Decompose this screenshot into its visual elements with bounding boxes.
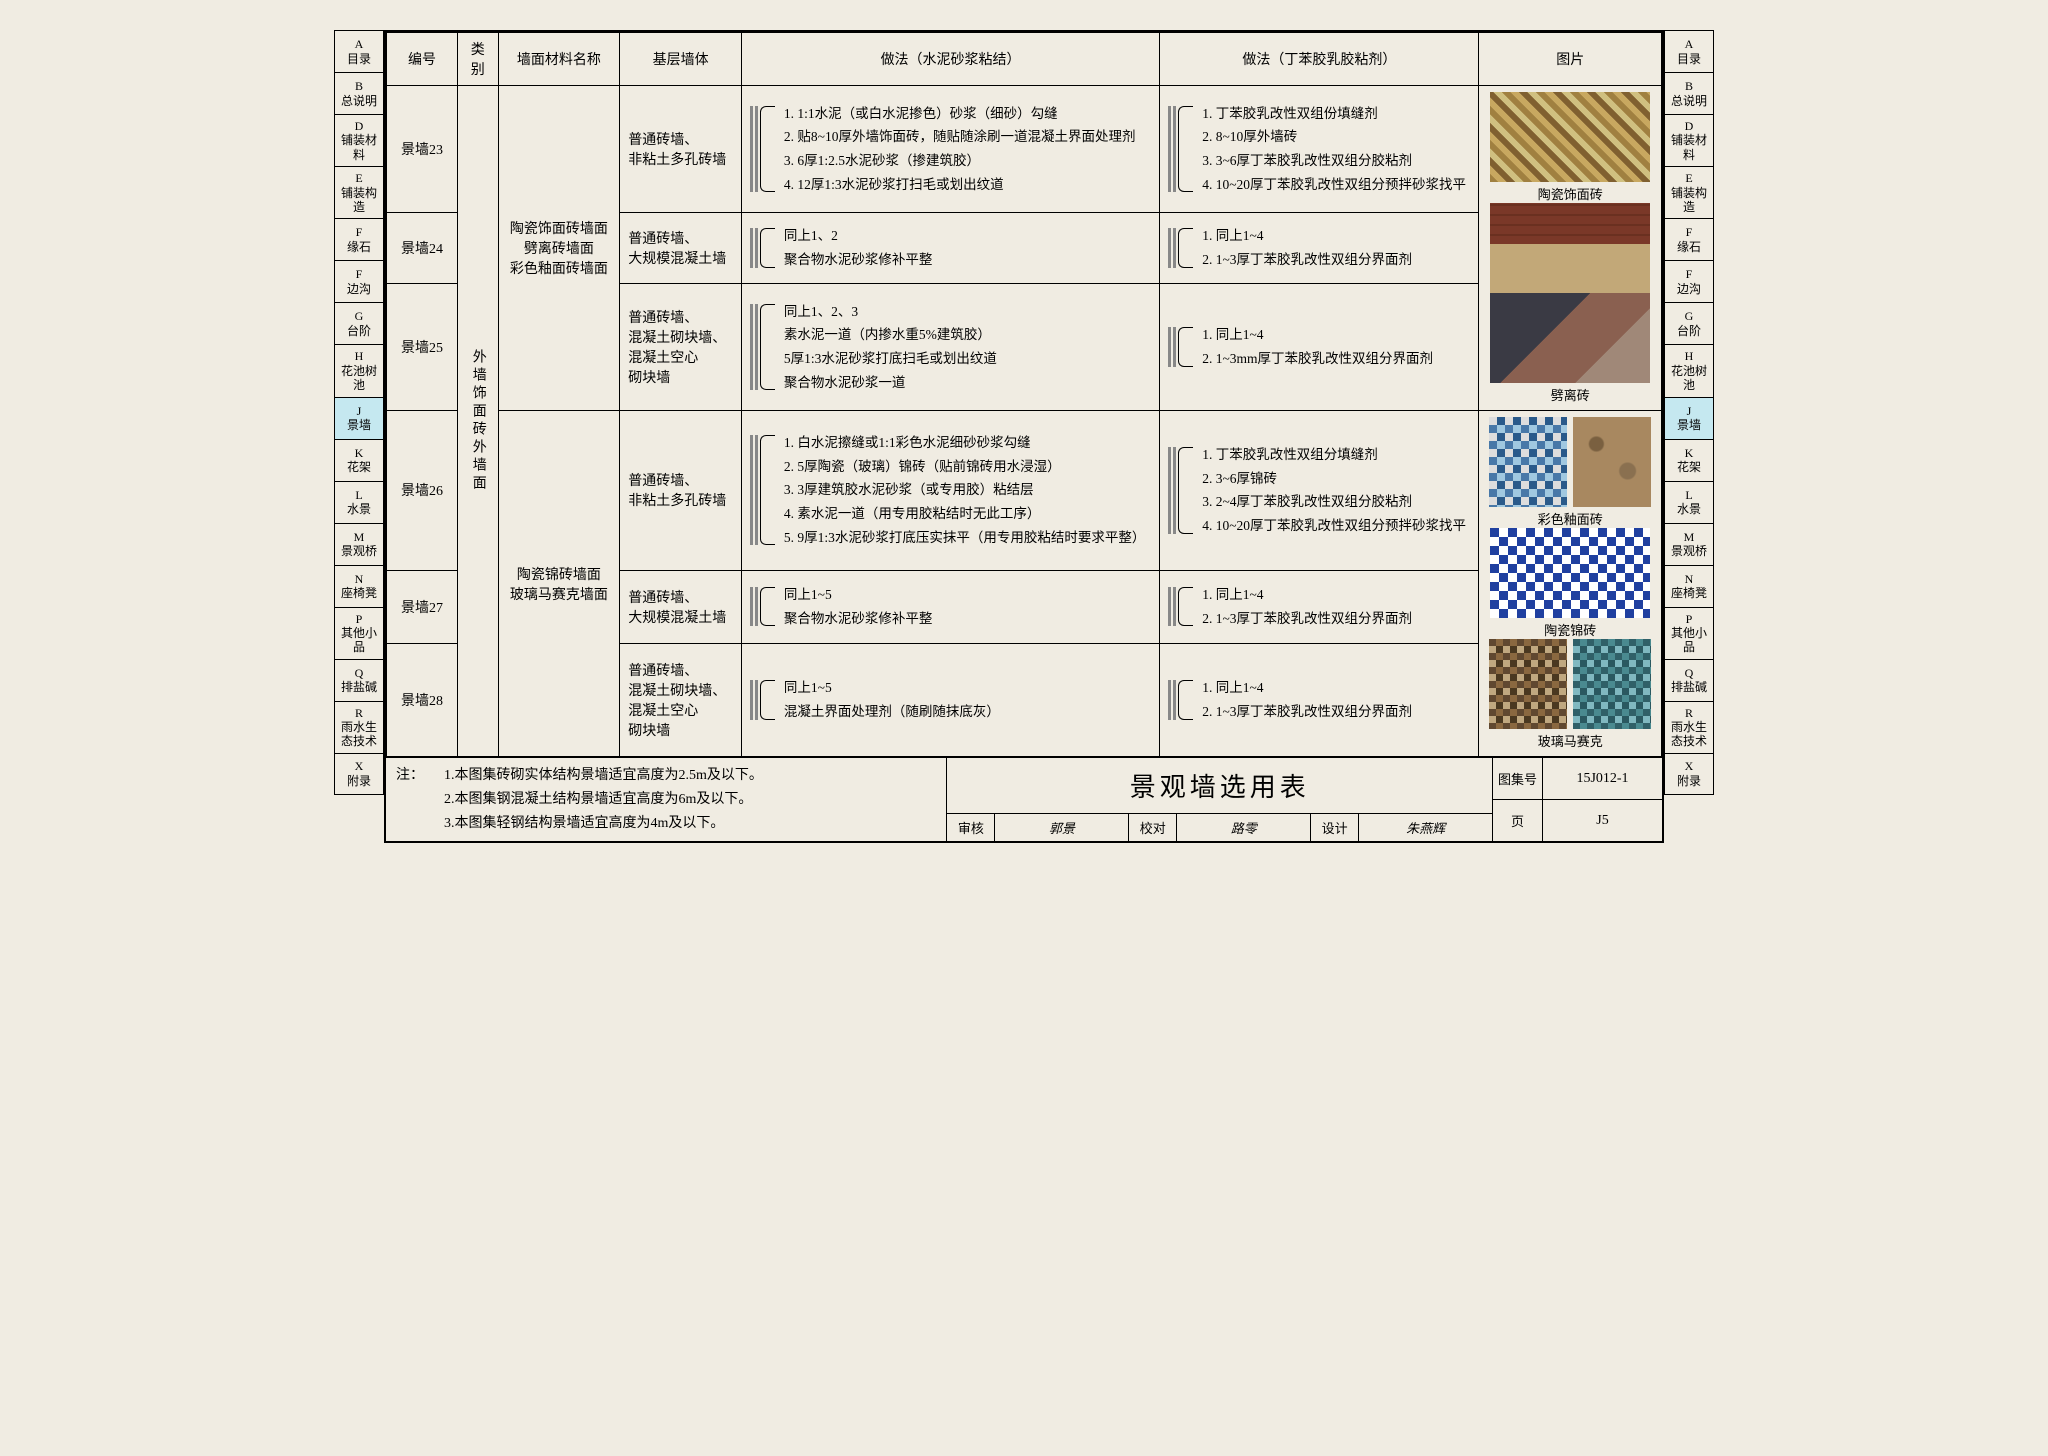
thumb-mosaic [1489, 417, 1567, 507]
col-img: 图片 [1479, 33, 1662, 86]
thumb-glass [1489, 639, 1567, 729]
material-group: 陶瓷饰面砖墙面 劈离砖墙面 彩色釉面砖墙面 [498, 86, 620, 411]
nav-item[interactable]: M景观桥 [1664, 523, 1714, 565]
bracket-icon [1168, 676, 1196, 723]
bracket-icon [750, 224, 778, 271]
thumb-split [1490, 203, 1650, 293]
nav-item[interactable]: H花池树池 [1664, 344, 1714, 396]
bracket-icon [1168, 443, 1196, 538]
nav-item[interactable]: X附录 [334, 753, 384, 795]
col-cat: 类别 [457, 33, 498, 86]
nav-item[interactable]: A目录 [334, 30, 384, 72]
table-row: 景墙23 外墙饰面砖外墙面 陶瓷饰面砖墙面 劈离砖墙面 彩色釉面砖墙面 普通砖墙… [387, 86, 1662, 213]
thumb-stone [1573, 417, 1651, 507]
nav-item[interactable]: H花池树池 [334, 344, 384, 396]
bracket-icon [1168, 583, 1196, 630]
col-m2: 做法（丁苯胶乳胶粘剂） [1160, 33, 1479, 86]
nav-item[interactable]: Q排盐碱 [1664, 659, 1714, 701]
nav-item[interactable]: J景墙 [1664, 397, 1714, 439]
nav-item[interactable]: A目录 [1664, 30, 1714, 72]
bracket-icon [750, 583, 778, 630]
bracket-icon [750, 102, 778, 197]
nav-item[interactable]: L水景 [334, 481, 384, 523]
nav-item[interactable]: F缘石 [334, 218, 384, 260]
sheet-title: 景观墙选用表 [947, 758, 1492, 814]
bracket-icon [1168, 102, 1196, 197]
table-row: 景墙26 陶瓷锦砖墙面 玻璃马赛克墙面 普通砖墙、 非粘土多孔砖墙 1. 白水泥… [387, 411, 1662, 571]
nav-item[interactable]: F边沟 [334, 260, 384, 302]
nav-right: A目录B总说明D铺装材料E铺装构造F缘石F边沟G台阶H花池树池J景墙K花架L水景… [1664, 30, 1714, 843]
nav-item[interactable]: P其他小品 [1664, 607, 1714, 659]
col-base: 基层墙体 [620, 33, 742, 86]
nav-item[interactable]: F缘石 [1664, 218, 1714, 260]
bracket-icon [750, 431, 778, 549]
nav-item[interactable]: N座椅凳 [334, 565, 384, 607]
thumb-tile [1490, 92, 1650, 182]
nav-item[interactable]: K花架 [334, 439, 384, 481]
nav-item[interactable]: N座椅凳 [1664, 565, 1714, 607]
nav-item[interactable]: R雨水生态技术 [1664, 701, 1714, 753]
main-panel: 编号 类别 墙面材料名称 基层墙体 做法（水泥砂浆粘结） 做法（丁苯胶乳胶粘剂）… [384, 30, 1664, 843]
spec-table: 编号 类别 墙面材料名称 基层墙体 做法（水泥砂浆粘结） 做法（丁苯胶乳胶粘剂）… [386, 32, 1662, 757]
nav-item[interactable]: R雨水生态技术 [334, 701, 384, 753]
nav-item[interactable]: L水景 [1664, 481, 1714, 523]
nav-item[interactable]: P其他小品 [334, 607, 384, 659]
nav-left: A目录B总说明D铺装材料E铺装构造F缘石F边沟G台阶H花池树池J景墙K花架L水景… [334, 30, 384, 843]
nav-item[interactable]: M景观桥 [334, 523, 384, 565]
col-id: 编号 [387, 33, 458, 86]
nav-item[interactable]: E铺装构造 [1664, 166, 1714, 218]
nav-item[interactable]: J景墙 [334, 397, 384, 439]
nav-item[interactable]: G台阶 [334, 302, 384, 344]
notes: 注：1.本图集砖砌实体结构景墙适宜高度为2.5m及以下。 2.本图集钢混凝土结构… [386, 758, 947, 841]
nav-item[interactable]: B总说明 [334, 72, 384, 114]
bracket-icon [1168, 323, 1196, 370]
nav-item[interactable]: Q排盐碱 [334, 659, 384, 701]
sheet-page: J5 [1543, 800, 1662, 841]
thumb-glass [1573, 639, 1651, 729]
nav-item[interactable]: B总说明 [1664, 72, 1714, 114]
col-mat: 墙面材料名称 [498, 33, 620, 86]
nav-item[interactable]: D铺装材料 [1664, 114, 1714, 166]
nav-item[interactable]: K花架 [1664, 439, 1714, 481]
nav-item[interactable]: D铺装材料 [334, 114, 384, 166]
bracket-icon [750, 300, 778, 395]
col-m1: 做法（水泥砂浆粘结） [741, 33, 1159, 86]
footer: 注：1.本图集砖砌实体结构景墙适宜高度为2.5m及以下。 2.本图集钢混凝土结构… [386, 757, 1662, 841]
sheet-code: 15J012-1 [1543, 758, 1662, 799]
category-label: 外墙饰面砖外墙面 [468, 349, 488, 493]
nav-item[interactable]: G台阶 [1664, 302, 1714, 344]
nav-item[interactable]: E铺装构造 [334, 166, 384, 218]
nav-item[interactable]: X附录 [1664, 753, 1714, 795]
bracket-icon [1168, 224, 1196, 271]
thumb-ceramic [1490, 528, 1650, 618]
nav-item[interactable]: F边沟 [1664, 260, 1714, 302]
material-group: 陶瓷锦砖墙面 玻璃马赛克墙面 [498, 411, 620, 757]
thumb-slab [1490, 293, 1650, 383]
bracket-icon [750, 676, 778, 723]
